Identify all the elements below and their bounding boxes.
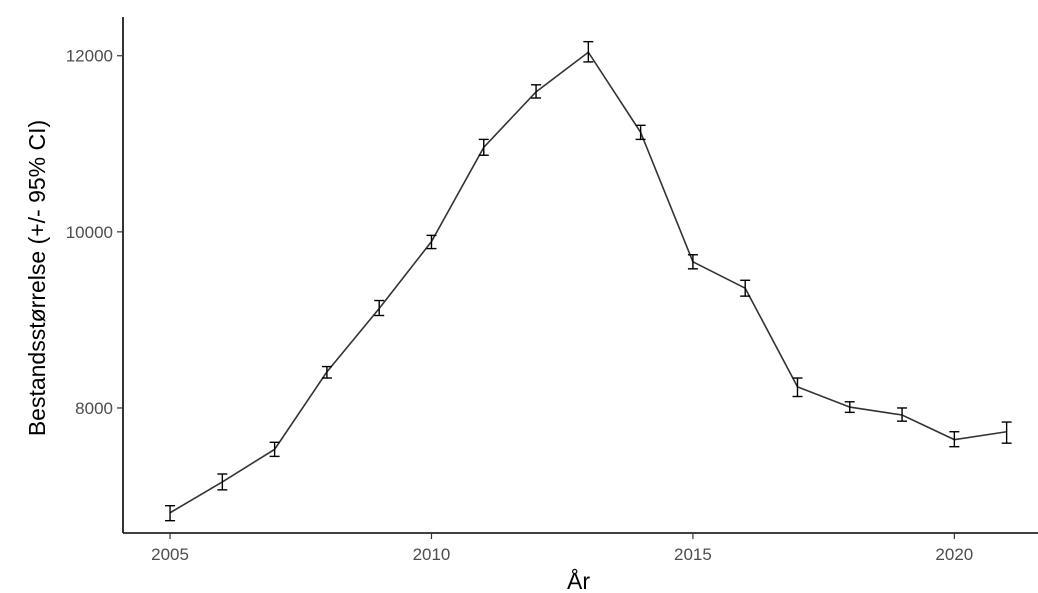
x-tick-label: 2005 (151, 545, 189, 564)
chart-axes: 2005 2010 2015 2020 8000 10000 12000 (66, 17, 1038, 564)
y-axis-title: Bestandsstørrelse (+/- 95% CI) (24, 120, 50, 436)
x-axis-title: År (567, 567, 590, 593)
error-bar (1001, 421, 1012, 444)
error-bar (792, 377, 803, 398)
error-bar (897, 407, 908, 422)
error-bar (321, 365, 332, 379)
error-bar (217, 473, 228, 491)
error-bar (583, 40, 594, 63)
x-tick-label: 2015 (674, 545, 712, 564)
chart-marks (165, 40, 1012, 522)
error-bar (687, 254, 698, 270)
series-line (169, 51, 1007, 514)
error-bar (374, 299, 385, 317)
error-bar (740, 279, 751, 297)
y-tick-label: 8000 (75, 399, 113, 418)
y-tick-label: 10000 (66, 223, 113, 242)
error-bar (478, 138, 489, 156)
error-bar (426, 234, 437, 250)
error-bar (949, 431, 960, 448)
x-tick-label: 2020 (935, 545, 973, 564)
y-tick-label: 12000 (66, 47, 113, 66)
error-bar (165, 505, 176, 522)
error-bar (269, 441, 280, 458)
error-bar (844, 401, 855, 414)
error-bar (635, 124, 646, 141)
x-tick-label: 2010 (413, 545, 451, 564)
error-bar (531, 84, 542, 99)
